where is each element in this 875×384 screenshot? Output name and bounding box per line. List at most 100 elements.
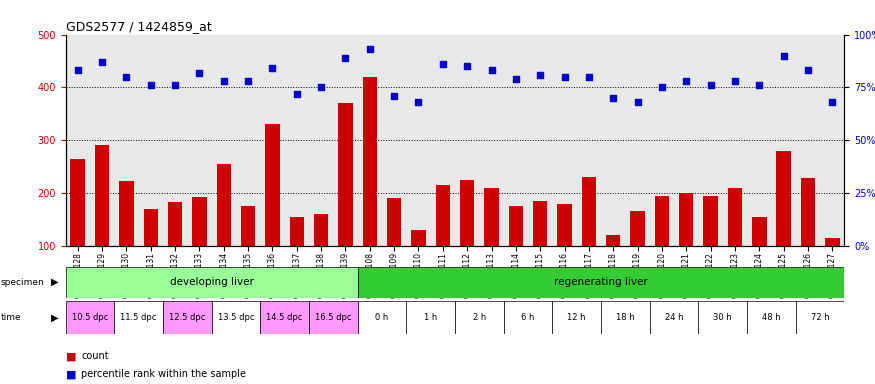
Point [339, 55, 353, 61]
Bar [119, 181, 134, 299]
Text: 12.5 dpc: 12.5 dpc [169, 313, 206, 322]
Bar [825, 238, 839, 299]
Point [533, 72, 547, 78]
Point [265, 65, 279, 71]
Bar [71, 159, 85, 299]
Bar [309, 301, 358, 334]
Point [71, 68, 85, 74]
Text: 0 h: 0 h [375, 313, 388, 322]
Point [363, 46, 377, 53]
Bar [508, 206, 523, 299]
Bar [290, 217, 304, 299]
Bar [115, 301, 163, 334]
Text: 2 h: 2 h [473, 313, 486, 322]
Text: count: count [81, 351, 109, 361]
Bar [504, 301, 552, 334]
Text: 30 h: 30 h [713, 313, 732, 322]
Point [95, 59, 109, 65]
Bar [261, 301, 309, 334]
Bar [163, 301, 212, 334]
Text: 12 h: 12 h [567, 313, 586, 322]
Text: 48 h: 48 h [762, 313, 780, 322]
Point [582, 74, 596, 80]
Bar [66, 267, 358, 298]
Point [485, 68, 499, 74]
Text: regenerating liver: regenerating liver [554, 277, 648, 287]
Text: GDS2577 / 1424859_at: GDS2577 / 1424859_at [66, 20, 212, 33]
Point [436, 61, 450, 67]
Point [120, 74, 134, 80]
Bar [94, 146, 109, 299]
Point [387, 93, 401, 99]
Bar [460, 180, 474, 299]
Point [192, 70, 206, 76]
Bar [212, 301, 261, 334]
Bar [358, 267, 844, 298]
Bar [144, 209, 158, 299]
Bar [192, 197, 206, 299]
Bar [533, 201, 548, 299]
Text: developing liver: developing liver [170, 277, 254, 287]
Bar [265, 124, 280, 299]
Bar [606, 235, 620, 299]
Bar [314, 214, 328, 299]
Bar [679, 193, 694, 299]
Text: ■: ■ [66, 369, 76, 379]
Bar [654, 195, 669, 299]
Text: 16.5 dpc: 16.5 dpc [315, 313, 352, 322]
Bar [406, 301, 455, 334]
Point [411, 99, 425, 105]
Point [144, 82, 158, 88]
Point [728, 78, 742, 84]
Point [679, 78, 693, 84]
Text: 10.5 dpc: 10.5 dpc [72, 313, 108, 322]
Point [654, 84, 668, 91]
Point [217, 78, 231, 84]
Text: 18 h: 18 h [616, 313, 634, 322]
Bar [436, 185, 450, 299]
Bar [338, 103, 353, 299]
Bar [776, 151, 791, 299]
Bar [752, 217, 766, 299]
Text: ▶: ▶ [51, 277, 59, 287]
Point [606, 95, 620, 101]
Bar [411, 230, 426, 299]
Point [242, 78, 256, 84]
Point [704, 82, 717, 88]
Bar [455, 301, 504, 334]
Bar [168, 202, 183, 299]
Text: percentile rank within the sample: percentile rank within the sample [81, 369, 247, 379]
Bar [387, 198, 402, 299]
Point [168, 82, 182, 88]
Bar [358, 301, 406, 334]
Point [509, 76, 523, 82]
Bar [241, 206, 256, 299]
Text: specimen: specimen [1, 278, 45, 287]
Point [801, 68, 815, 74]
Text: 14.5 dpc: 14.5 dpc [267, 313, 303, 322]
Text: time: time [1, 313, 22, 322]
Text: ▶: ▶ [51, 313, 59, 323]
Bar [698, 301, 747, 334]
Bar [649, 301, 698, 334]
Bar [801, 178, 816, 299]
Text: 6 h: 6 h [522, 313, 535, 322]
Point [776, 53, 790, 59]
Bar [728, 188, 742, 299]
Bar [747, 301, 795, 334]
Text: ■: ■ [66, 351, 76, 361]
Text: 24 h: 24 h [665, 313, 683, 322]
Point [825, 99, 839, 105]
Text: 11.5 dpc: 11.5 dpc [121, 313, 157, 322]
Text: 13.5 dpc: 13.5 dpc [218, 313, 255, 322]
Text: 72 h: 72 h [811, 313, 829, 322]
Bar [601, 301, 649, 334]
Point [631, 99, 645, 105]
Point [460, 63, 474, 70]
Bar [552, 301, 601, 334]
Bar [216, 164, 231, 299]
Bar [362, 77, 377, 299]
Bar [630, 212, 645, 299]
Bar [582, 177, 596, 299]
Point [290, 91, 304, 97]
